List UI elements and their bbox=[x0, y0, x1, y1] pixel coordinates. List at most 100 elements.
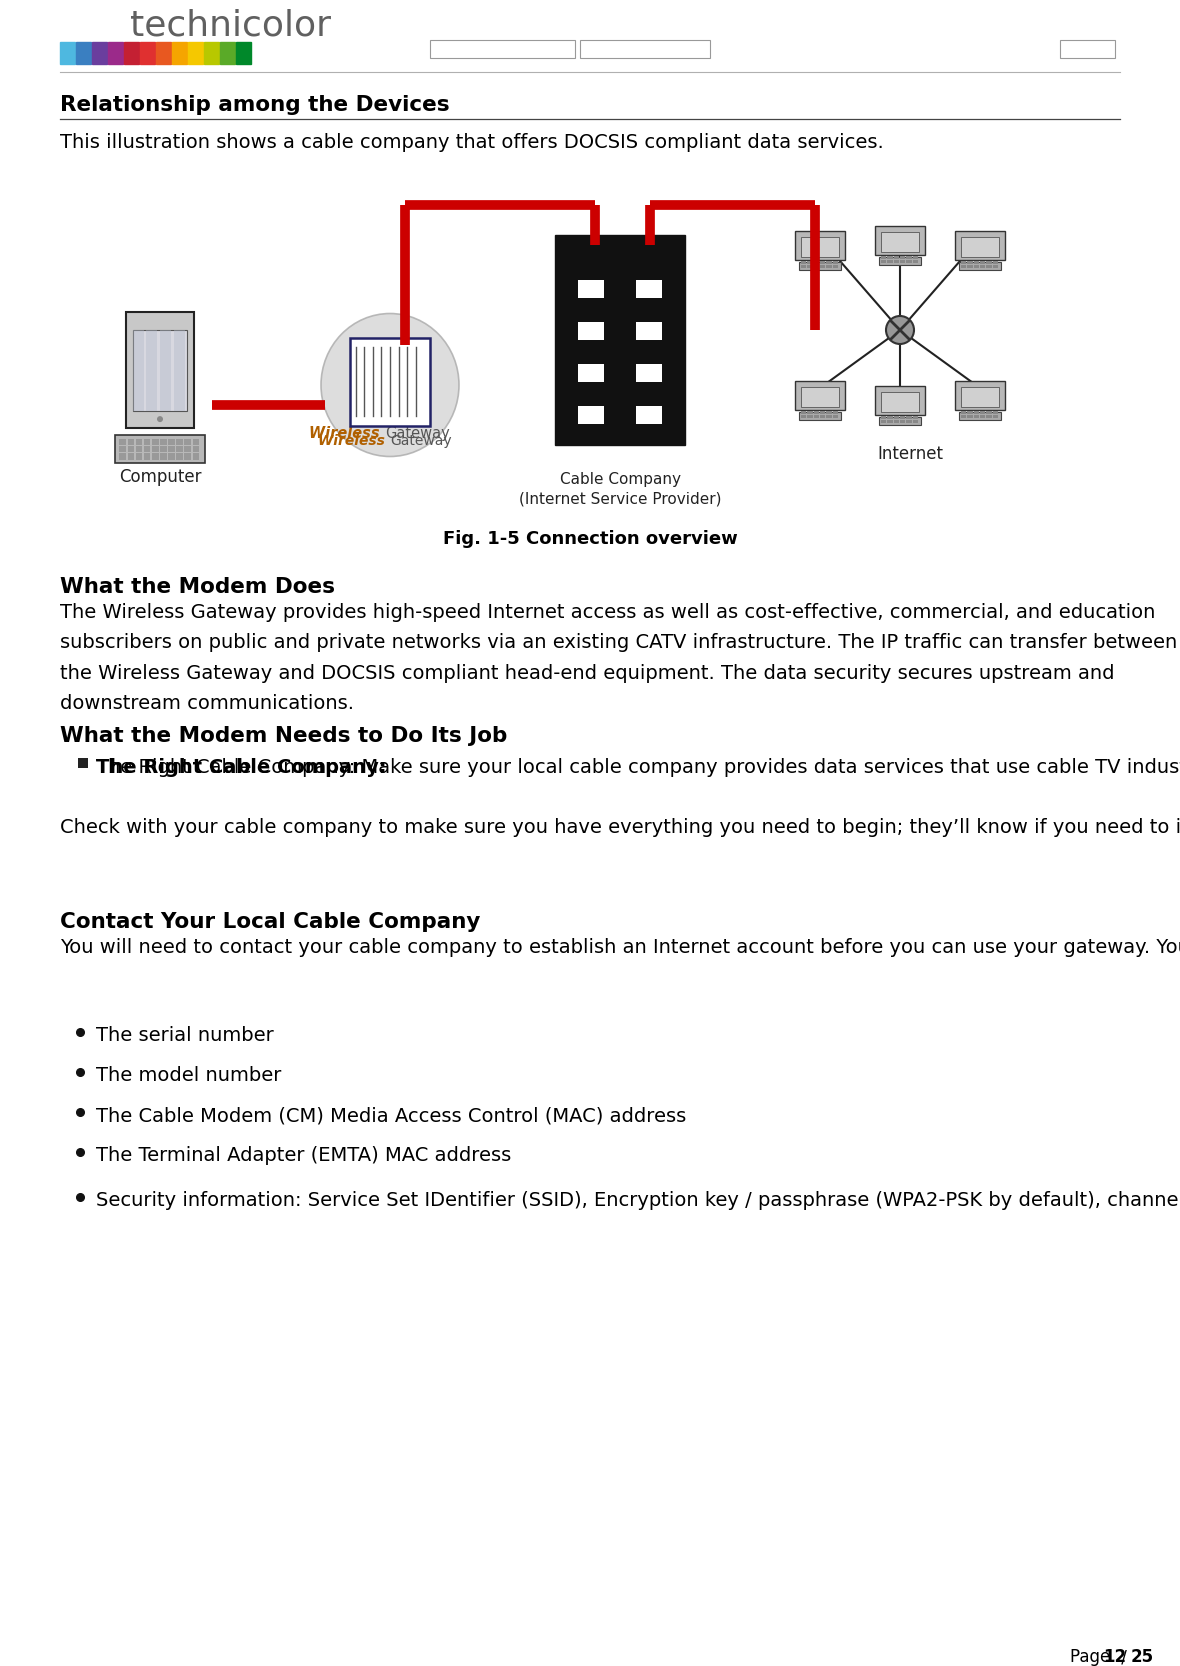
Bar bbox=[109, 42, 123, 63]
Ellipse shape bbox=[321, 313, 459, 456]
Bar bbox=[140, 42, 155, 63]
Bar bbox=[581, 40, 710, 58]
Bar bbox=[833, 265, 838, 268]
Text: Security information: Service Set IDentifier (SSID), Encryption key / passphrase: Security information: Service Set IDenti… bbox=[96, 1191, 1180, 1210]
Circle shape bbox=[157, 416, 163, 421]
Bar bbox=[900, 420, 905, 423]
Bar bbox=[192, 446, 199, 451]
Bar bbox=[136, 438, 143, 445]
Text: You will need to contact your cable company to establish an Internet account bef: You will need to contact your cable comp… bbox=[60, 938, 1180, 956]
Bar bbox=[799, 412, 841, 420]
Text: The Terminal Adapter (EMTA) MAC address: The Terminal Adapter (EMTA) MAC address bbox=[96, 1146, 511, 1165]
Bar bbox=[814, 415, 819, 418]
Text: Gateway: Gateway bbox=[391, 435, 452, 448]
Bar bbox=[152, 438, 158, 445]
Bar bbox=[820, 262, 825, 265]
Bar bbox=[119, 438, 126, 445]
Bar bbox=[992, 262, 998, 265]
Text: Gateway: Gateway bbox=[385, 426, 450, 441]
Bar bbox=[60, 42, 76, 63]
Bar bbox=[801, 262, 806, 265]
Bar bbox=[188, 42, 203, 63]
Bar bbox=[961, 262, 966, 265]
Bar bbox=[887, 416, 892, 420]
Bar bbox=[176, 453, 183, 460]
Bar bbox=[881, 260, 886, 263]
Bar bbox=[160, 438, 166, 445]
Bar bbox=[799, 262, 841, 270]
Bar bbox=[833, 412, 838, 415]
Bar bbox=[578, 280, 604, 298]
Bar bbox=[881, 416, 886, 420]
Bar bbox=[981, 265, 985, 268]
Bar bbox=[76, 42, 91, 63]
Text: 25: 25 bbox=[1130, 1648, 1154, 1666]
Bar bbox=[912, 257, 918, 260]
Bar bbox=[807, 262, 813, 265]
Bar bbox=[1060, 40, 1115, 58]
Bar bbox=[160, 453, 166, 460]
Bar bbox=[893, 257, 899, 260]
Bar bbox=[986, 412, 991, 415]
Bar bbox=[636, 407, 662, 425]
Bar bbox=[807, 412, 813, 415]
Bar bbox=[912, 260, 918, 263]
Bar bbox=[992, 265, 998, 268]
Bar bbox=[132, 330, 144, 412]
Bar bbox=[152, 453, 158, 460]
Text: What the Modem Does: What the Modem Does bbox=[60, 576, 335, 596]
Bar bbox=[986, 262, 991, 265]
Bar bbox=[968, 262, 972, 265]
Bar bbox=[801, 387, 839, 408]
Text: Internet: Internet bbox=[877, 445, 943, 463]
Text: The serial number: The serial number bbox=[96, 1026, 274, 1045]
Bar bbox=[127, 453, 135, 460]
Bar bbox=[801, 412, 806, 415]
Bar bbox=[968, 412, 972, 415]
Bar bbox=[192, 438, 199, 445]
Bar bbox=[127, 438, 135, 445]
Bar bbox=[814, 265, 819, 268]
Bar bbox=[814, 262, 819, 265]
Bar bbox=[219, 42, 235, 63]
Bar bbox=[636, 280, 662, 298]
Bar bbox=[146, 330, 157, 412]
Circle shape bbox=[886, 317, 914, 343]
Bar bbox=[119, 446, 126, 451]
Bar bbox=[172, 42, 186, 63]
Bar bbox=[807, 265, 813, 268]
Bar bbox=[912, 416, 918, 420]
Bar bbox=[981, 262, 985, 265]
Text: Check with your cable company to make sure you have everything you need to begin: Check with your cable company to make su… bbox=[60, 818, 1180, 836]
Bar bbox=[184, 438, 191, 445]
Bar bbox=[430, 40, 575, 58]
Bar bbox=[826, 412, 832, 415]
Bar bbox=[876, 227, 925, 255]
Bar bbox=[795, 232, 845, 260]
Bar bbox=[961, 387, 999, 408]
Bar bbox=[820, 412, 825, 415]
Bar bbox=[578, 322, 604, 340]
Bar bbox=[555, 235, 686, 445]
Bar bbox=[578, 365, 604, 382]
Text: What the Modem Needs to Do Its Job: What the Modem Needs to Do Its Job bbox=[60, 726, 507, 746]
Bar bbox=[807, 415, 813, 418]
Text: This illustration shows a cable company that offers DOCSIS compliant data servic: This illustration shows a cable company … bbox=[60, 133, 884, 152]
Bar bbox=[968, 265, 972, 268]
Bar bbox=[176, 446, 183, 451]
Bar bbox=[881, 257, 886, 260]
Text: technicolor: technicolor bbox=[130, 8, 332, 42]
Bar bbox=[906, 416, 912, 420]
Text: Wireless: Wireless bbox=[319, 435, 391, 448]
Bar bbox=[168, 453, 175, 460]
Bar bbox=[974, 265, 979, 268]
Bar bbox=[961, 412, 966, 415]
Bar bbox=[961, 265, 966, 268]
Bar bbox=[961, 237, 999, 257]
Bar bbox=[236, 42, 251, 63]
Bar bbox=[156, 42, 171, 63]
Text: Fig. 1-5 Connection overview: Fig. 1-5 Connection overview bbox=[442, 530, 738, 548]
Bar bbox=[981, 415, 985, 418]
Bar bbox=[887, 420, 892, 423]
Bar bbox=[981, 412, 985, 415]
